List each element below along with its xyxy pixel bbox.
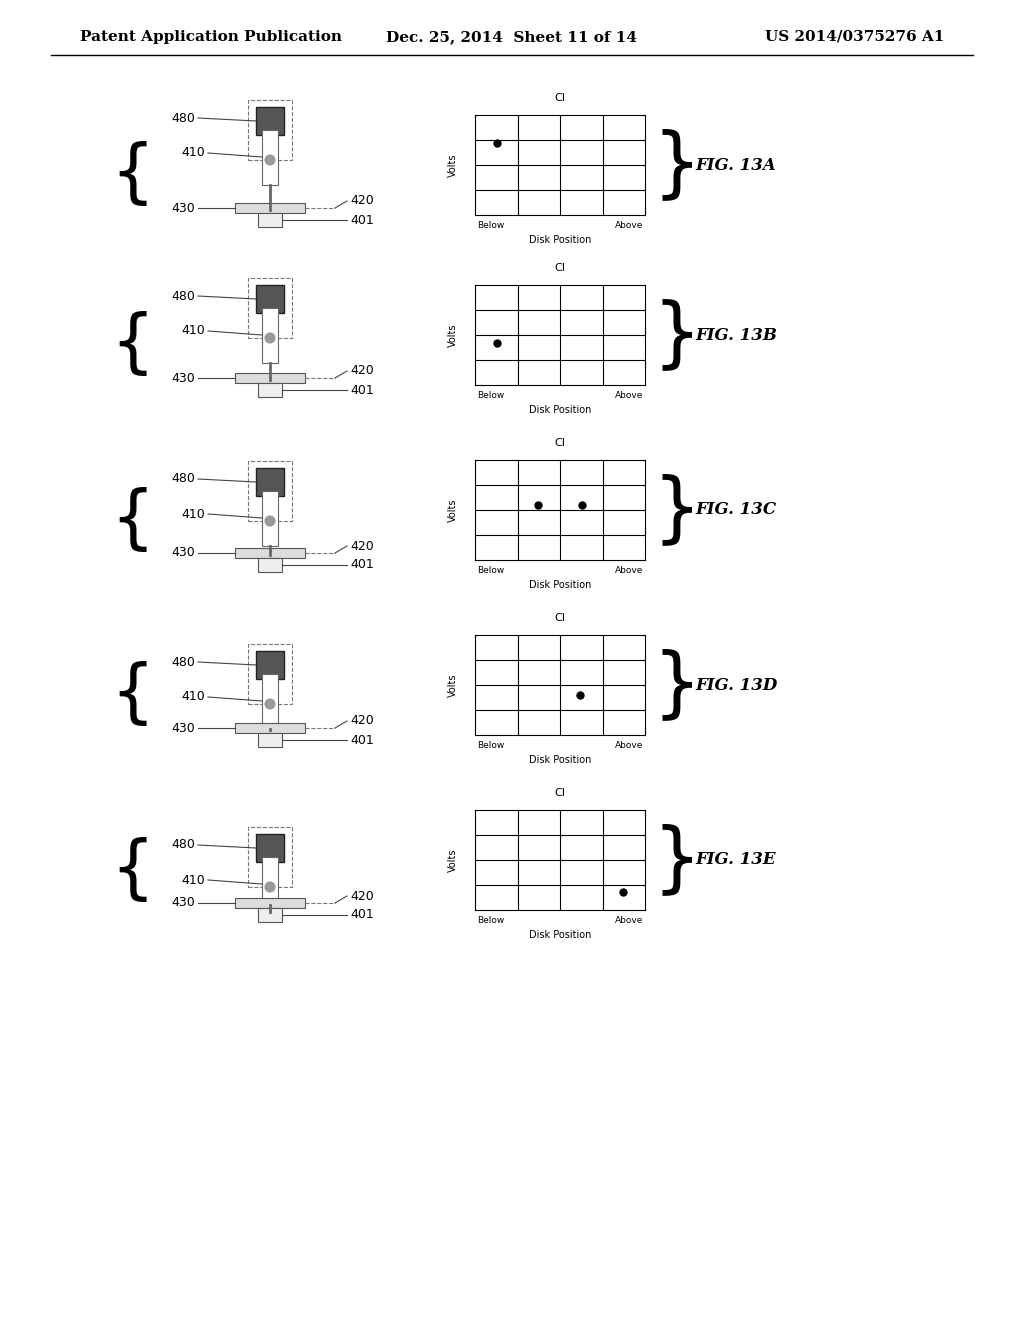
- Text: Dec. 25, 2014  Sheet 11 of 14: Dec. 25, 2014 Sheet 11 of 14: [386, 30, 638, 44]
- Text: FIG. 13C: FIG. 13C: [695, 502, 776, 519]
- Text: 410: 410: [181, 690, 205, 704]
- Text: 420: 420: [350, 540, 374, 553]
- Text: CI: CI: [555, 263, 565, 273]
- Bar: [258, 908, 282, 921]
- Text: Volts: Volts: [449, 153, 458, 177]
- Text: 420: 420: [350, 890, 374, 903]
- Text: 401: 401: [350, 384, 374, 396]
- Text: }: }: [653, 128, 701, 202]
- Text: 430: 430: [171, 371, 195, 384]
- Text: CI: CI: [555, 788, 565, 799]
- Bar: [234, 374, 305, 383]
- Bar: [234, 203, 305, 213]
- Text: {: {: [110, 837, 155, 903]
- Bar: [248, 279, 292, 338]
- Text: 480: 480: [171, 838, 195, 851]
- Text: 410: 410: [181, 325, 205, 338]
- Text: FIG. 13D: FIG. 13D: [695, 676, 777, 693]
- Text: 420: 420: [350, 714, 374, 727]
- Text: 430: 430: [171, 722, 195, 734]
- Text: CI: CI: [555, 612, 565, 623]
- Bar: [256, 285, 284, 313]
- Text: 401: 401: [350, 214, 374, 227]
- Text: {: {: [110, 312, 155, 379]
- Text: Above: Above: [614, 566, 643, 576]
- Circle shape: [265, 700, 275, 709]
- Text: 401: 401: [350, 908, 374, 921]
- Text: US 2014/0375276 A1: US 2014/0375276 A1: [765, 30, 944, 44]
- Text: Disk Position: Disk Position: [528, 755, 591, 766]
- Text: Below: Below: [477, 220, 504, 230]
- Bar: [256, 469, 284, 496]
- Text: }: }: [653, 298, 701, 372]
- Bar: [248, 644, 292, 704]
- Text: Above: Above: [614, 391, 643, 400]
- Bar: [256, 107, 284, 135]
- Text: }: }: [653, 822, 701, 898]
- Bar: [258, 558, 282, 572]
- Text: 480: 480: [171, 111, 195, 124]
- Bar: [248, 828, 292, 887]
- Text: }: }: [653, 473, 701, 546]
- Bar: [258, 733, 282, 747]
- Bar: [262, 308, 278, 363]
- Bar: [234, 723, 305, 733]
- Circle shape: [265, 882, 275, 892]
- Text: Below: Below: [477, 391, 504, 400]
- Text: FIG. 13A: FIG. 13A: [695, 157, 776, 173]
- Bar: [256, 834, 284, 862]
- Text: {: {: [110, 661, 155, 729]
- Text: 430: 430: [171, 546, 195, 560]
- Text: 430: 430: [171, 202, 195, 214]
- Text: 410: 410: [181, 874, 205, 887]
- Text: 480: 480: [171, 289, 195, 302]
- Text: 430: 430: [171, 896, 195, 909]
- Text: FIG. 13B: FIG. 13B: [695, 326, 777, 343]
- Text: 480: 480: [171, 656, 195, 668]
- Text: 480: 480: [171, 473, 195, 486]
- Bar: [258, 383, 282, 397]
- Bar: [262, 491, 278, 546]
- Text: {: {: [110, 141, 155, 209]
- Text: Volts: Volts: [449, 323, 458, 347]
- Text: Disk Position: Disk Position: [528, 931, 591, 940]
- Bar: [262, 857, 278, 912]
- Text: Below: Below: [477, 566, 504, 576]
- Text: Volts: Volts: [449, 673, 458, 697]
- Text: Above: Above: [614, 220, 643, 230]
- Text: Below: Below: [477, 916, 504, 925]
- Text: CI: CI: [555, 438, 565, 447]
- Text: }: }: [653, 648, 701, 722]
- Text: 410: 410: [181, 507, 205, 520]
- Text: Volts: Volts: [449, 849, 458, 871]
- Bar: [248, 461, 292, 521]
- Bar: [262, 129, 278, 185]
- Text: Disk Position: Disk Position: [528, 579, 591, 590]
- Text: Disk Position: Disk Position: [528, 235, 591, 246]
- Text: Disk Position: Disk Position: [528, 405, 591, 414]
- Circle shape: [265, 333, 275, 343]
- Bar: [234, 898, 305, 908]
- Circle shape: [265, 154, 275, 165]
- Text: FIG. 13E: FIG. 13E: [695, 851, 775, 869]
- Text: 420: 420: [350, 194, 374, 207]
- Bar: [258, 213, 282, 227]
- Text: 420: 420: [350, 364, 374, 378]
- Text: Volts: Volts: [449, 498, 458, 521]
- Bar: [234, 548, 305, 558]
- Bar: [248, 100, 292, 160]
- Text: 410: 410: [181, 147, 205, 160]
- Circle shape: [265, 516, 275, 525]
- Text: 401: 401: [350, 558, 374, 572]
- Bar: [262, 675, 278, 729]
- Text: Below: Below: [477, 741, 504, 750]
- Bar: [256, 651, 284, 678]
- Text: Patent Application Publication: Patent Application Publication: [80, 30, 342, 44]
- Text: Above: Above: [614, 741, 643, 750]
- Text: {: {: [110, 487, 155, 553]
- Text: 401: 401: [350, 734, 374, 747]
- Text: Above: Above: [614, 916, 643, 925]
- Text: CI: CI: [555, 92, 565, 103]
